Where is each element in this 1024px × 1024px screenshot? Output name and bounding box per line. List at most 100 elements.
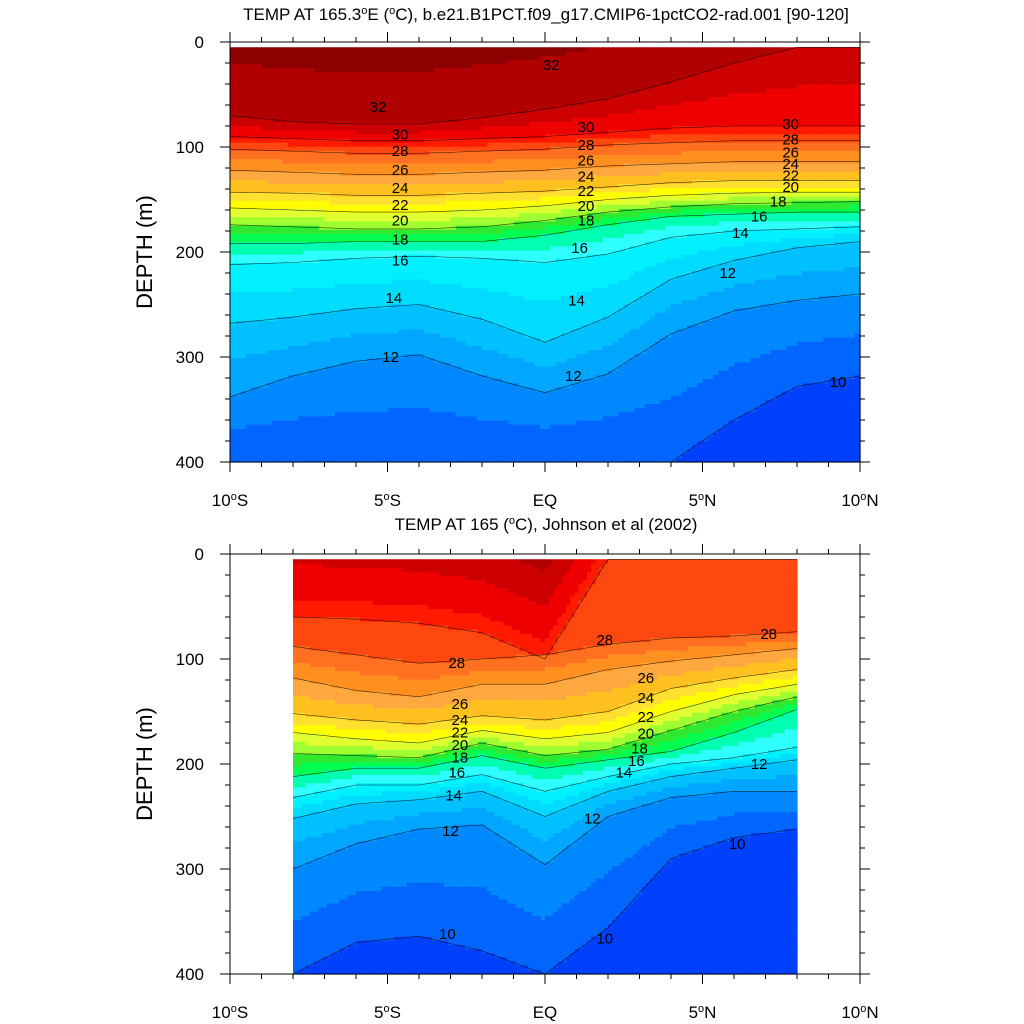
top-field-cell [598,85,604,90]
top-field-cell [619,56,625,61]
top-field-cell [256,85,262,90]
top-field-cell [566,192,572,197]
top-field-cell [419,60,425,65]
top-field-cell [314,56,320,61]
top-field-cell [466,163,472,168]
top-field-cell [466,192,472,197]
top-field-cell [598,72,604,77]
top-field-cell [671,85,677,90]
top-field-cell [766,176,772,181]
top-field-cell [750,72,756,77]
top-field-cell [739,147,745,152]
top-field-cell [808,151,814,156]
top-field-cell [298,76,304,81]
top-field-cell [634,85,640,90]
top-field-cell [445,155,451,160]
top-field-cell [319,80,325,85]
top-field-cell [608,172,614,177]
top-field-cell [445,64,451,69]
top-field-cell [409,192,415,197]
top-field-cell [440,176,446,181]
top-field-cell [356,192,362,197]
top-field-cell [613,192,619,197]
top-field-cell [508,184,514,189]
top-field-cell [697,76,703,81]
top-field-cell [619,143,625,148]
top-field-cell [272,201,278,206]
top-field-cell [844,163,850,168]
top-field-cell [283,172,289,177]
top-field-cell [424,126,430,131]
top-field-cell [277,51,283,56]
top-field-cell [241,197,247,202]
top-field-cell [650,188,656,193]
top-field-cell [577,60,583,65]
top-field-cell [613,51,619,56]
top-field-cell [461,159,467,164]
top-field-cell [655,151,661,156]
top-field-cell [797,76,803,81]
top-field-cell [839,201,845,206]
top-field-cell [613,159,619,164]
top-field-cell [676,168,682,173]
top-field-cell [834,109,840,114]
top-field-cell [256,122,262,127]
top-field-cell [556,101,562,106]
top-field-cell [445,176,451,181]
top-field-cell [251,122,257,127]
top-field-cell [361,68,367,73]
top-field-cell [729,205,735,210]
top-field-cell [493,85,499,90]
top-field-cell [493,76,499,81]
top-field-cell [351,159,357,164]
top-field-cell [314,93,320,98]
top-field-cell [330,134,336,139]
top-field-cell [823,205,829,210]
top-field-cell [650,51,656,56]
top-field-cell [319,143,325,148]
top-field-cell [750,114,756,119]
top-field-cell [346,180,352,185]
top-field-cell [351,105,357,110]
top-field-cell [624,201,630,206]
top-field-cell [346,101,352,106]
top-field-cell [482,151,488,156]
top-field-cell [498,159,504,164]
top-field-cell [440,64,446,69]
top-field-cell [561,85,567,90]
top-field-cell [246,184,252,189]
top-field-cell [535,213,541,218]
top-field-cell [262,93,268,98]
top-field-cell [424,213,430,218]
top-field-cell [839,184,845,189]
top-field-cell [272,89,278,94]
top-field-cell [566,217,572,222]
top-field-cell [776,97,782,102]
top-field-cell [272,56,278,61]
figure: TEMP AT 165.3oE (oC), b.e21.B1PCT.f09_g1… [0,0,1024,1024]
top-field-cell [682,80,688,85]
top-field-cell [398,56,404,61]
top-field-cell [834,126,840,131]
top-field-cell [535,180,541,185]
top-field-cell [750,168,756,173]
top-field-cell [550,151,556,156]
top-field-cell [592,101,598,106]
top-field-cell [246,172,252,177]
top-field-cell [671,72,677,77]
top-field-cell [241,105,247,110]
top-field-cell [650,130,656,135]
top-field-cell [650,168,656,173]
top-field-cell [288,139,294,144]
top-field-cell [477,64,483,69]
top-field-cell [834,134,840,139]
top-field-cell [482,109,488,114]
top-field-cell [314,147,320,152]
top-field-cell [655,130,661,135]
top-field-cell [356,118,362,123]
top-field-cell [666,201,672,206]
top-field-cell [340,97,346,102]
top-field-cell [414,85,420,90]
top-field-cell [445,147,451,152]
top-field-cell [403,101,409,106]
